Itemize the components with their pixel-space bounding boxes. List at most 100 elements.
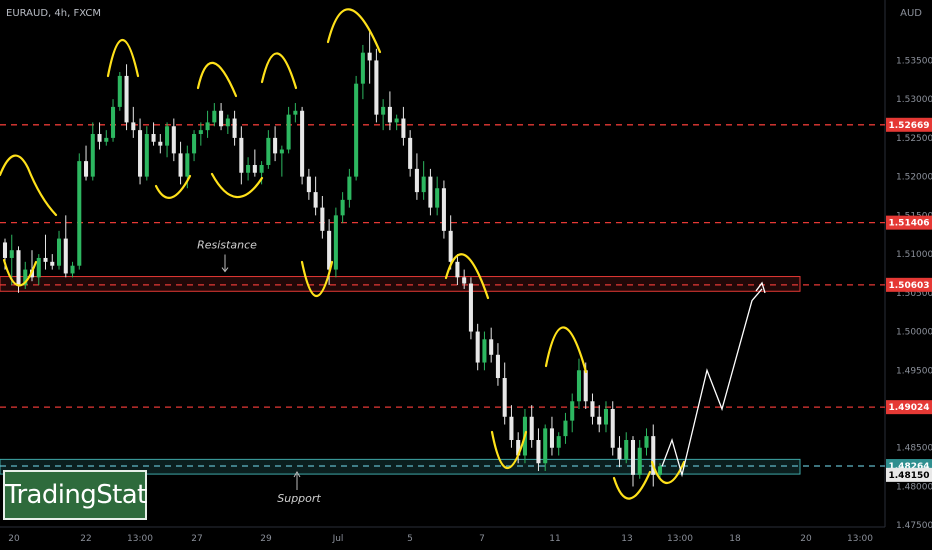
candle-body <box>225 118 230 127</box>
price-tag-label: 1.52669 <box>889 121 930 131</box>
candle-body <box>462 277 467 284</box>
candle-body <box>63 238 68 274</box>
time-tick-label: 5 <box>407 534 413 544</box>
candle-body <box>475 331 480 363</box>
swing-highlight <box>326 8 382 54</box>
candle-body <box>9 250 14 258</box>
candle-body <box>543 428 548 464</box>
candle-body <box>448 230 453 262</box>
candle-body <box>610 409 615 448</box>
candle-body <box>252 165 257 173</box>
candle-body <box>441 188 446 231</box>
price-tag-label: 1.51406 <box>889 219 930 229</box>
resistance-annotation: Resistance <box>197 239 257 252</box>
candle-body <box>313 192 318 208</box>
price-tick-label: 1.53000 <box>896 95 932 105</box>
candle-body <box>266 137 271 165</box>
candle-body <box>90 134 95 177</box>
candle-body <box>293 110 298 115</box>
candle-body <box>468 283 473 332</box>
price-tag <box>886 215 932 230</box>
time-tick-label: 11 <box>549 534 560 544</box>
brand-logo: TradingStat <box>3 470 147 520</box>
candle-body <box>279 149 284 154</box>
time-tick-label: 13:00 <box>847 534 873 544</box>
candle-body <box>516 440 521 456</box>
price-tag-label: 1.48150 <box>889 471 930 481</box>
candle-body <box>56 238 62 266</box>
candle-body <box>327 230 332 270</box>
time-tick-label: 13:00 <box>667 534 693 544</box>
price-tag <box>886 467 932 482</box>
swing-highlight <box>2 258 38 287</box>
candle-body <box>603 409 609 425</box>
candle-body <box>583 370 588 402</box>
candle-body <box>131 122 136 131</box>
candle-body <box>171 126 176 154</box>
price-tag <box>886 117 932 132</box>
candle-body <box>414 168 419 193</box>
candle-body <box>239 137 244 173</box>
candle-body <box>205 122 210 131</box>
swing-highlight <box>106 39 140 78</box>
time-tick-label: 7 <box>479 534 485 544</box>
candle-body <box>509 416 514 440</box>
candle-body <box>16 250 21 286</box>
candle-body <box>320 207 325 231</box>
price-tag <box>886 277 932 292</box>
candle-body <box>151 134 156 142</box>
swing-highlight <box>300 260 334 297</box>
candle-body <box>286 114 291 150</box>
time-tick-label: 20 <box>800 534 812 544</box>
candle-body <box>401 118 406 138</box>
time-tick-label: Jul <box>332 534 344 544</box>
currency-label: AUD <box>900 8 922 19</box>
candle-body <box>144 134 149 177</box>
swing-highlight <box>196 61 238 98</box>
candle-body <box>124 75 129 123</box>
time-tick-label: 13:00 <box>127 534 153 544</box>
candle-body <box>644 436 649 448</box>
candle-body <box>482 339 487 363</box>
candle-body <box>630 440 636 475</box>
candle-body <box>455 261 460 278</box>
swing-highlight <box>544 326 588 374</box>
projection-path <box>661 288 763 478</box>
candle-body <box>347 176 352 200</box>
candle-body <box>536 440 541 464</box>
swing-highlight <box>612 470 652 500</box>
candle-body <box>117 75 122 107</box>
candle-body <box>300 110 305 177</box>
candle-body <box>306 176 311 193</box>
candle-body <box>178 153 183 177</box>
price-tick-label: 1.48000 <box>896 482 932 492</box>
price-tick-label: 1.47500 <box>896 521 932 531</box>
time-tick-label: 29 <box>260 534 272 544</box>
projection-arrowhead <box>755 281 766 294</box>
candle-body <box>657 466 663 475</box>
support-pointer-head <box>293 471 301 478</box>
candle-body <box>354 83 359 177</box>
candle-body <box>435 188 440 208</box>
candle-body <box>381 106 386 115</box>
candle-body <box>185 153 190 177</box>
candle-body <box>232 118 237 138</box>
support-annotation: Support <box>277 492 321 505</box>
price-tag-label: 1.48264 <box>889 462 930 472</box>
candle-body <box>367 52 372 61</box>
candle-body <box>556 436 561 448</box>
price-tick-label: 1.52500 <box>896 134 932 144</box>
candle-body <box>624 440 629 460</box>
time-tick-label: 13 <box>621 534 632 544</box>
price-tick-label: 1.50000 <box>896 328 932 338</box>
candle-body <box>212 110 217 123</box>
candle-body <box>651 436 656 475</box>
candle-body <box>165 126 170 146</box>
candle-body <box>43 257 48 262</box>
swing-highlight <box>260 52 298 90</box>
candle-body <box>374 60 379 115</box>
candle-body <box>570 401 575 421</box>
time-tick-label: 18 <box>729 534 741 544</box>
